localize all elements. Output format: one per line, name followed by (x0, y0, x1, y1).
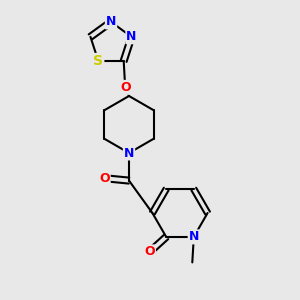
Text: N: N (106, 15, 116, 28)
Text: N: N (189, 230, 199, 243)
Text: N: N (124, 146, 134, 160)
Text: O: O (99, 172, 110, 185)
Text: S: S (93, 54, 103, 68)
Text: N: N (126, 30, 137, 43)
Text: O: O (144, 245, 155, 258)
Text: O: O (120, 81, 130, 94)
